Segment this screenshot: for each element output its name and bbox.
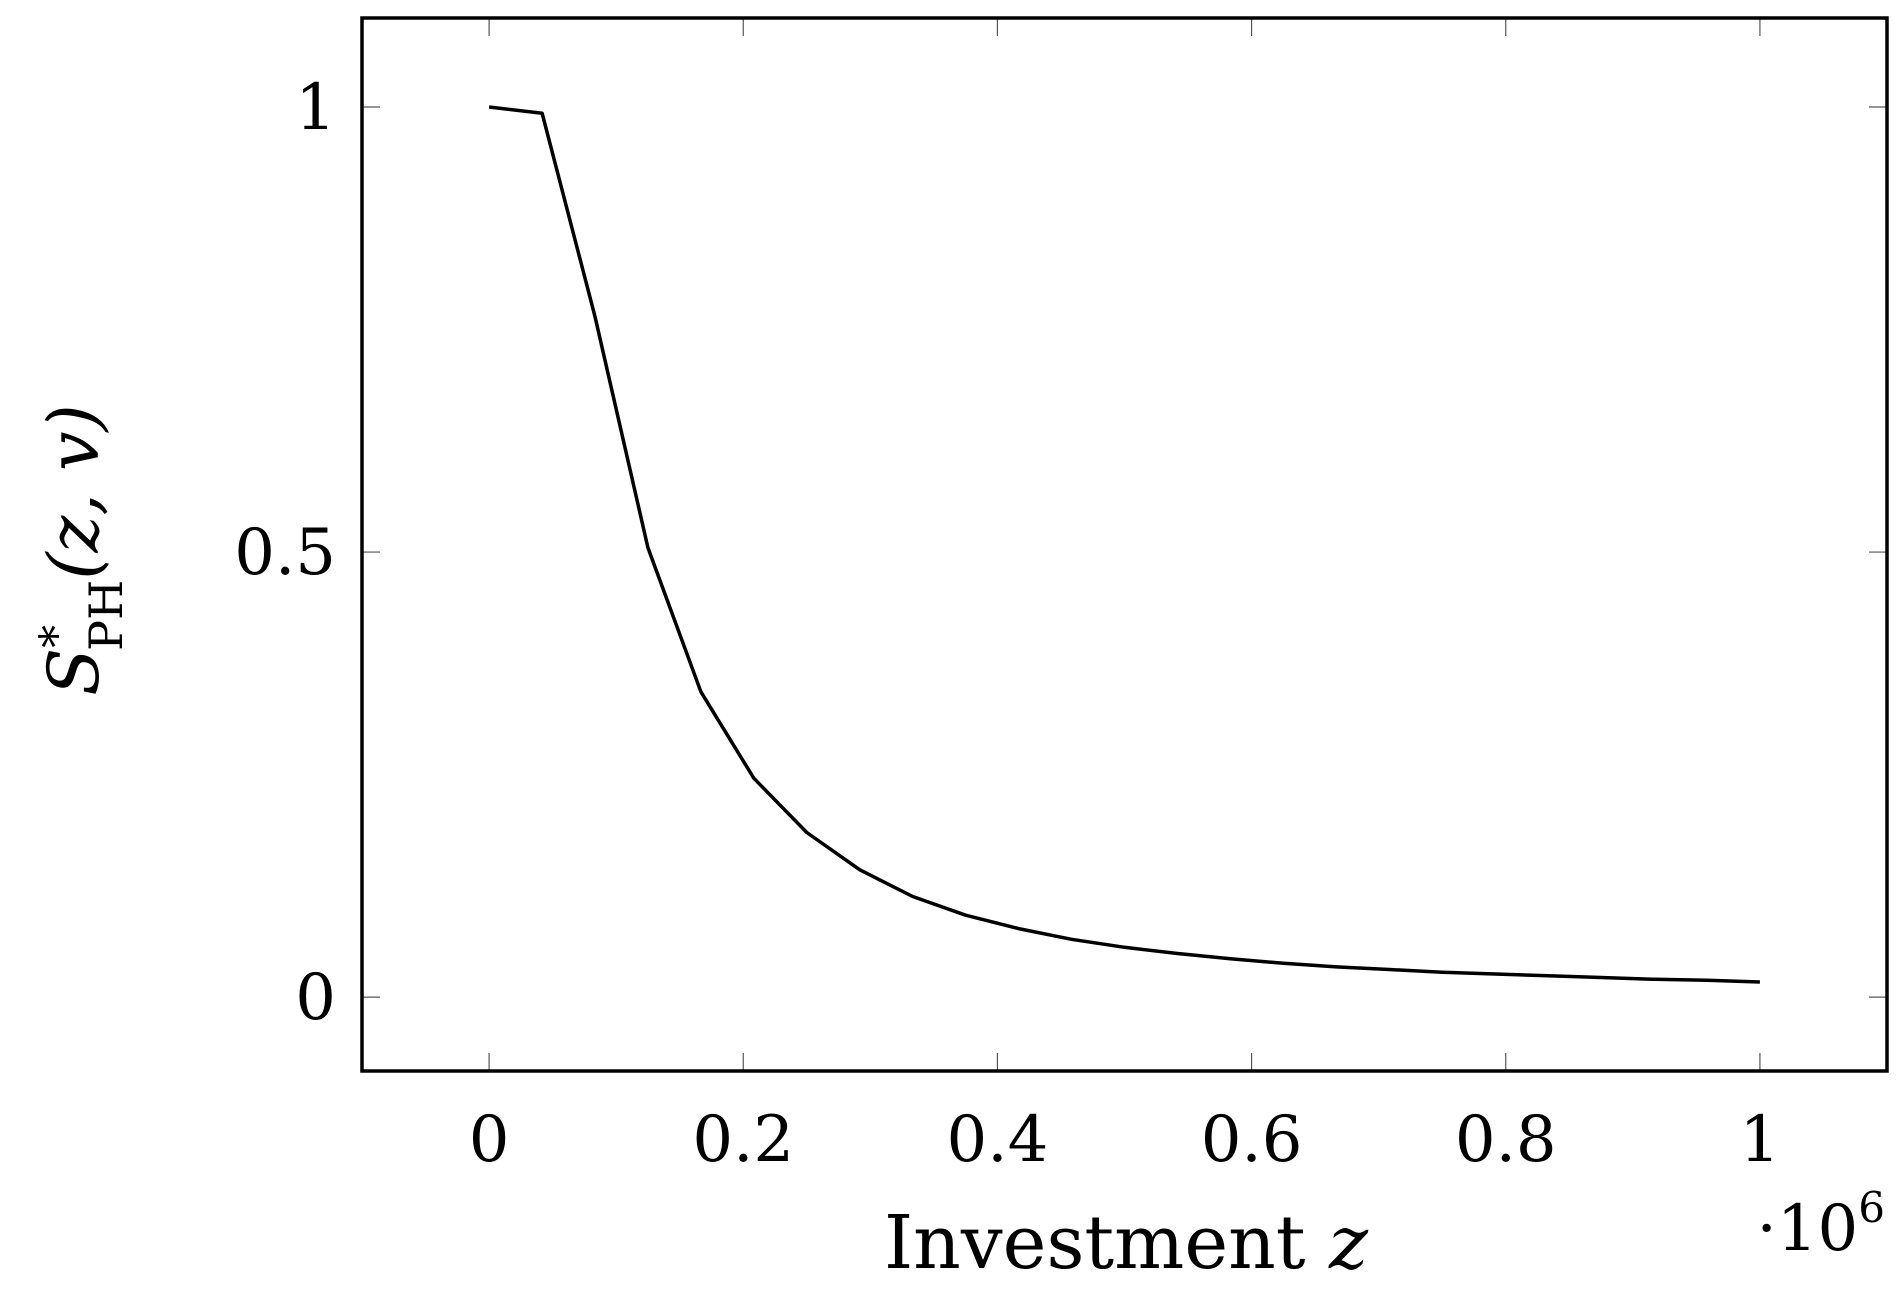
x-tick-label: 1	[1740, 1103, 1781, 1177]
plot-frame	[360, 16, 1889, 1073]
x-multiplier-dot: ·	[1756, 1192, 1776, 1266]
series-layer	[488, 105, 1760, 984]
x-axis-multiplier: ·106	[1756, 1183, 1885, 1266]
y-axis-label-superscript: *	[29, 625, 83, 648]
x-tick-label: 0.6	[1201, 1103, 1303, 1177]
y-tick-label: 1	[295, 71, 336, 145]
x-tick-label: 0	[469, 1103, 510, 1177]
y-axis-label-symbol: S	[33, 648, 115, 696]
series-line	[488, 105, 1760, 984]
x-tick-label: 0.8	[1455, 1103, 1557, 1177]
x-multiplier-base: 10	[1777, 1192, 1858, 1266]
y-axis-label-subscript: PH	[79, 580, 133, 651]
x-tick-label: 0.4	[947, 1103, 1049, 1177]
y-axis-label-args: (z, v)	[33, 404, 115, 580]
y-tick-labels: 00.51	[234, 71, 336, 1035]
tick-marks	[362, 18, 1887, 1071]
y-tick-label: 0	[295, 961, 336, 1035]
x-multiplier-exponent: 6	[1858, 1183, 1885, 1232]
y-axis-label: S*PH(z, v)	[29, 404, 133, 696]
x-tick-labels: 0 0.2 0.4 0.6 0.8 1	[469, 1103, 1781, 1177]
x-tick-label: 0.2	[692, 1103, 794, 1177]
x-axis-label: Investment z	[884, 1200, 1369, 1286]
x-axis-label-var: z	[1328, 1200, 1369, 1286]
y-tick-label: 0.5	[234, 516, 336, 590]
x-axis-label-text: Investment	[884, 1200, 1329, 1286]
